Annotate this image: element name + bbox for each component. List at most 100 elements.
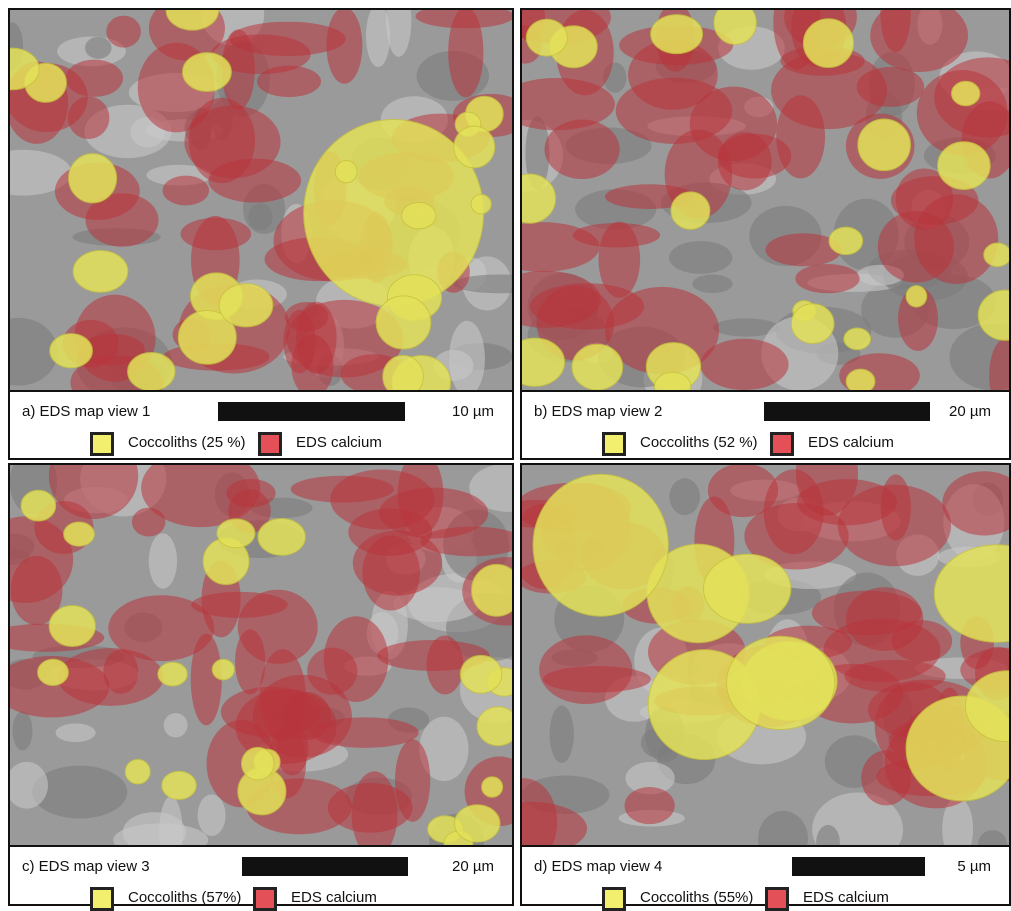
calcium-region [132, 508, 166, 537]
calcium-region [163, 176, 209, 206]
coccolith [460, 655, 502, 693]
micrograph [522, 10, 1009, 392]
coccolith [21, 490, 56, 521]
coccolith [158, 662, 187, 686]
calcium-region [795, 264, 859, 293]
coccolith [73, 251, 128, 293]
calcium-region [103, 650, 138, 694]
coccolith [241, 747, 274, 780]
calcium-region [823, 619, 940, 682]
coccolith [727, 636, 835, 729]
calcium-region [881, 474, 911, 540]
panel-caption: d) EDS map view 4 [534, 858, 662, 875]
texture [198, 794, 226, 836]
legend-label: EDS calcium [803, 889, 889, 906]
calcium-region [226, 479, 275, 507]
panel: d) EDS map view 4 5 µm Coccoliths (55%) EDS… [520, 463, 1011, 906]
coccolith [125, 759, 150, 784]
calcium-region [353, 530, 442, 595]
coccolith [402, 202, 436, 229]
coccolith [183, 53, 232, 92]
coccolith [703, 554, 790, 623]
legend-label: Coccoliths (52 %) [640, 434, 758, 451]
figure: (() => { const data = JSON.parse(documen… [0, 0, 1011, 906]
swatch-coccoliths [90, 887, 114, 911]
scale-label: 20 µm [452, 858, 494, 875]
calcium-region [324, 616, 389, 702]
calcium-region [221, 687, 320, 738]
calcium-region [776, 95, 825, 178]
calcium-region [66, 60, 123, 97]
coccolith [212, 659, 234, 680]
coccolith [829, 227, 863, 255]
texture [85, 37, 112, 59]
coccolith [482, 777, 503, 797]
calcium-region [68, 96, 110, 139]
coccolith [803, 19, 853, 68]
coccolith [376, 296, 431, 349]
coccolith [217, 519, 255, 548]
coccolith [50, 334, 93, 368]
swatch-calcium [258, 432, 282, 456]
coccolith [69, 154, 117, 203]
swatch-coccoliths [90, 432, 114, 456]
texture [56, 723, 96, 742]
coccolith [38, 659, 69, 685]
swatch-calcium [770, 432, 794, 456]
coccolith [938, 142, 991, 190]
panel-caption: a) EDS map view 1 [22, 403, 150, 420]
legend-label: EDS calcium [296, 434, 382, 451]
micrograph [10, 465, 512, 847]
coccolith [335, 160, 357, 182]
panel-caption: b) EDS map view 2 [534, 403, 662, 420]
coccolith [64, 522, 95, 546]
panel-caption: c) EDS map view 3 [22, 858, 150, 875]
swatch-coccoliths [602, 432, 626, 456]
scale-label: 10 µm [452, 403, 494, 420]
coccolith [383, 355, 424, 392]
panel: a) EDS map view 110 µmCoccoliths (25 %)E… [8, 8, 514, 460]
scale-label: 5 µm [957, 858, 991, 875]
micrograph [522, 465, 1009, 847]
scale-label: 20 µm [949, 403, 991, 420]
calcium-region [181, 218, 252, 250]
coccolith [454, 805, 499, 842]
swatch-coccoliths [602, 887, 626, 911]
coccolith [526, 19, 567, 56]
calcium-region [291, 476, 394, 503]
coccolith [533, 474, 668, 616]
coccolith [984, 243, 1009, 267]
calcium-region [448, 10, 483, 97]
scale-bar [242, 857, 408, 876]
legend-label: Coccoliths (55%) [640, 889, 753, 906]
calcium-region [539, 635, 632, 704]
calcium-region [857, 67, 924, 107]
texture [12, 711, 32, 750]
coccolith [846, 369, 875, 392]
coccolith [454, 126, 495, 168]
coccolith [951, 81, 979, 105]
texture [149, 533, 177, 588]
scale-bar [792, 857, 925, 876]
coccolith [471, 194, 491, 214]
calcium-region [257, 66, 321, 97]
coccolith [572, 344, 623, 390]
texture [669, 478, 700, 515]
coccolith [844, 328, 871, 350]
coccolith [49, 605, 95, 646]
calcium-region [284, 310, 316, 373]
texture [692, 275, 732, 294]
swatch-calcium [253, 887, 277, 911]
micrograph [10, 10, 512, 392]
texture [550, 706, 574, 763]
coccolith [858, 119, 911, 171]
coccolith [219, 284, 273, 327]
calcium-region [625, 787, 675, 824]
coccolith [791, 304, 834, 344]
texture [669, 241, 732, 274]
swatch-calcium [765, 887, 789, 911]
coccolith [671, 192, 710, 229]
texture [248, 203, 272, 230]
